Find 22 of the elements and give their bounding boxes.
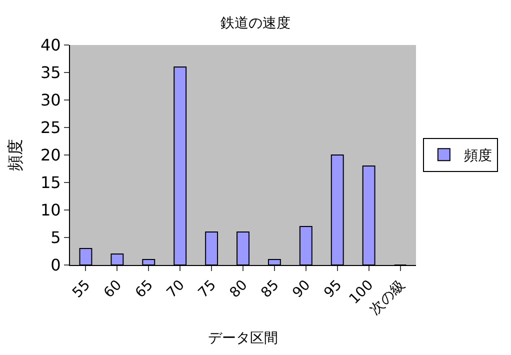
y-tick-label: 35: [40, 63, 61, 82]
x-tick-label: 55: [70, 277, 94, 302]
y-axis-title: 頻度: [5, 139, 24, 171]
y-tick-label: 20: [40, 146, 61, 165]
legend-label: 頻度: [464, 148, 492, 164]
x-tick-label: 80: [226, 277, 251, 302]
y-tick-label: 30: [40, 90, 61, 110]
x-tick-label: 90: [290, 277, 314, 302]
x-axis-title: データ区間: [208, 330, 278, 347]
y-tick-label: 0: [50, 256, 61, 275]
x-tick-label: 75: [195, 277, 220, 302]
y-tick-label: 40: [40, 36, 61, 55]
x-tick-label: 85: [258, 277, 282, 302]
chart-title: 鉄道の速度: [220, 16, 290, 32]
x-tick-label: 65: [132, 277, 156, 302]
x-tick-label: 70: [164, 277, 188, 302]
x-tick-label: 60: [101, 277, 125, 302]
x-tick-label: 95: [321, 277, 346, 302]
y-tick-label: 25: [40, 118, 61, 138]
y-tick-label: 15: [40, 173, 61, 192]
y-tick-label: 5: [50, 228, 61, 248]
y-tick-label: 10: [40, 200, 61, 220]
